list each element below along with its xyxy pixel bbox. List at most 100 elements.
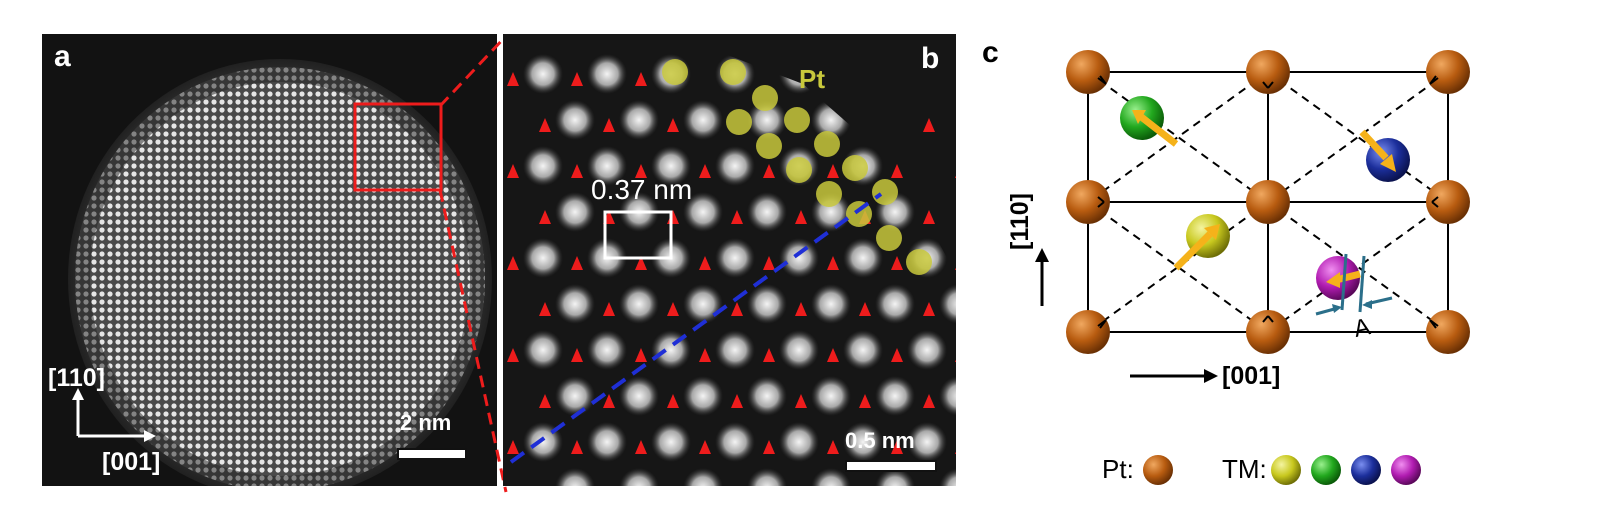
tm-atom-blue xyxy=(1359,129,1410,182)
panel-c-dir-vertical: [110] xyxy=(1006,193,1034,250)
tm-atom-green xyxy=(1120,96,1179,147)
displacement-arrow xyxy=(635,348,647,362)
displacement-arrow xyxy=(699,440,711,454)
displacement-arrow xyxy=(539,118,551,132)
displacement-arrow xyxy=(955,451,956,454)
lattice-atom xyxy=(939,284,956,324)
lattice-atom xyxy=(683,192,723,232)
zoom-lines xyxy=(438,34,508,493)
legend-pt-label: Pt: xyxy=(1102,454,1134,484)
pt-overlay-dot xyxy=(872,179,898,205)
displacement-arrow xyxy=(571,72,583,86)
unit-cell-diagonals xyxy=(1087,71,1449,333)
displacement-arrow xyxy=(667,302,679,316)
lattice-atom xyxy=(555,192,595,232)
panel-b-measure-label: 0.37 nm xyxy=(591,174,693,205)
displacement-arrow xyxy=(635,164,647,178)
lattice-atom xyxy=(523,54,563,94)
displacement-arrow xyxy=(635,72,647,86)
panel-c-dir-horizontal: [001] xyxy=(1222,362,1281,390)
tm-atom-yellow xyxy=(1173,214,1230,271)
lattice-atom xyxy=(683,284,723,324)
displacement-arrow xyxy=(763,164,775,178)
pt-overlay-dot xyxy=(786,157,812,183)
displacement-arrow xyxy=(923,302,935,316)
displacement-arrow xyxy=(603,394,615,408)
lattice-atom xyxy=(651,422,691,462)
displacement-arrow xyxy=(731,394,743,408)
displacement-arrow xyxy=(795,394,807,408)
lattice-atom xyxy=(939,376,956,416)
lattice-atom xyxy=(619,284,659,324)
lattice-atom xyxy=(683,100,723,140)
panel-a-image xyxy=(42,34,497,486)
lattice-atom xyxy=(619,376,659,416)
pt-overlay-dot xyxy=(756,133,782,159)
pt-overlay-dot xyxy=(876,225,902,251)
legend-pt-swatch xyxy=(1143,455,1173,485)
pt-overlay-dot xyxy=(906,249,932,275)
pt-overlay-dot xyxy=(752,85,778,111)
lattice-atom xyxy=(811,376,851,416)
displacement-arrow xyxy=(603,302,615,316)
lattice-atom xyxy=(619,100,659,140)
lattice-atom xyxy=(555,284,595,324)
displacement-arrow xyxy=(603,118,615,132)
displacement-arrow xyxy=(571,164,583,178)
lattice-atom xyxy=(843,330,883,370)
legend-tm-swatches xyxy=(1271,455,1421,485)
lattice-atom xyxy=(587,330,627,370)
panel-a-label: a xyxy=(54,40,71,73)
displacement-arrow xyxy=(827,256,839,270)
lattice-atom xyxy=(651,146,691,186)
lattice-atom xyxy=(747,284,787,324)
lattice-atom xyxy=(715,330,755,370)
displacement-arrow xyxy=(699,348,711,362)
displacement-arrow xyxy=(923,118,935,132)
displacement-arrow xyxy=(795,210,807,224)
panel-c-direction-arrows xyxy=(1035,248,1218,383)
displacement-arrow xyxy=(763,256,775,270)
displacement-arrow xyxy=(859,302,871,316)
zoom-box xyxy=(353,102,443,192)
displacement-arrow xyxy=(923,394,935,408)
panel-b-pt-label: Pt xyxy=(799,64,825,94)
panel-b-image xyxy=(503,34,956,486)
displacement-arrow xyxy=(667,118,679,132)
displacement-arrow xyxy=(731,210,743,224)
lattice-atom xyxy=(683,468,723,486)
lattice-atom xyxy=(811,284,851,324)
lattice-atom xyxy=(555,468,595,486)
displacement-arrow xyxy=(699,256,711,270)
displacement-arrow xyxy=(763,348,775,362)
lattice-atom xyxy=(907,330,947,370)
lattice-atom xyxy=(843,238,883,278)
lattice-atom xyxy=(715,422,755,462)
displacement-arrow xyxy=(635,440,647,454)
lattice-atom xyxy=(779,330,819,370)
lattice-atom xyxy=(587,54,627,94)
displacement-arrow xyxy=(955,175,956,178)
displacement-arrow xyxy=(539,302,551,316)
boundary-line xyxy=(509,192,883,464)
displacement-arrow xyxy=(859,394,871,408)
lattice-atom xyxy=(523,330,563,370)
lattice-atom xyxy=(747,376,787,416)
lattice-atom xyxy=(875,468,915,486)
pt-overlay-dot xyxy=(784,107,810,133)
lattice-atom xyxy=(747,100,787,140)
tm-atom-magenta xyxy=(1315,253,1393,316)
lattice-atom xyxy=(811,468,851,486)
lattice-atom xyxy=(907,422,947,462)
displacement-arrow xyxy=(923,210,935,224)
lattice-atom xyxy=(715,238,755,278)
displacement-arrow xyxy=(795,302,807,316)
displacement-arrow xyxy=(891,440,903,454)
lattice-atom xyxy=(587,146,627,186)
pt-arrow-marks xyxy=(1097,75,1439,329)
pt-overlay-dot xyxy=(726,109,752,135)
displacement-arrow xyxy=(699,164,711,178)
displacement-arrow xyxy=(731,302,743,316)
lattice-atom xyxy=(555,100,595,140)
displacement-arrow xyxy=(891,164,903,178)
